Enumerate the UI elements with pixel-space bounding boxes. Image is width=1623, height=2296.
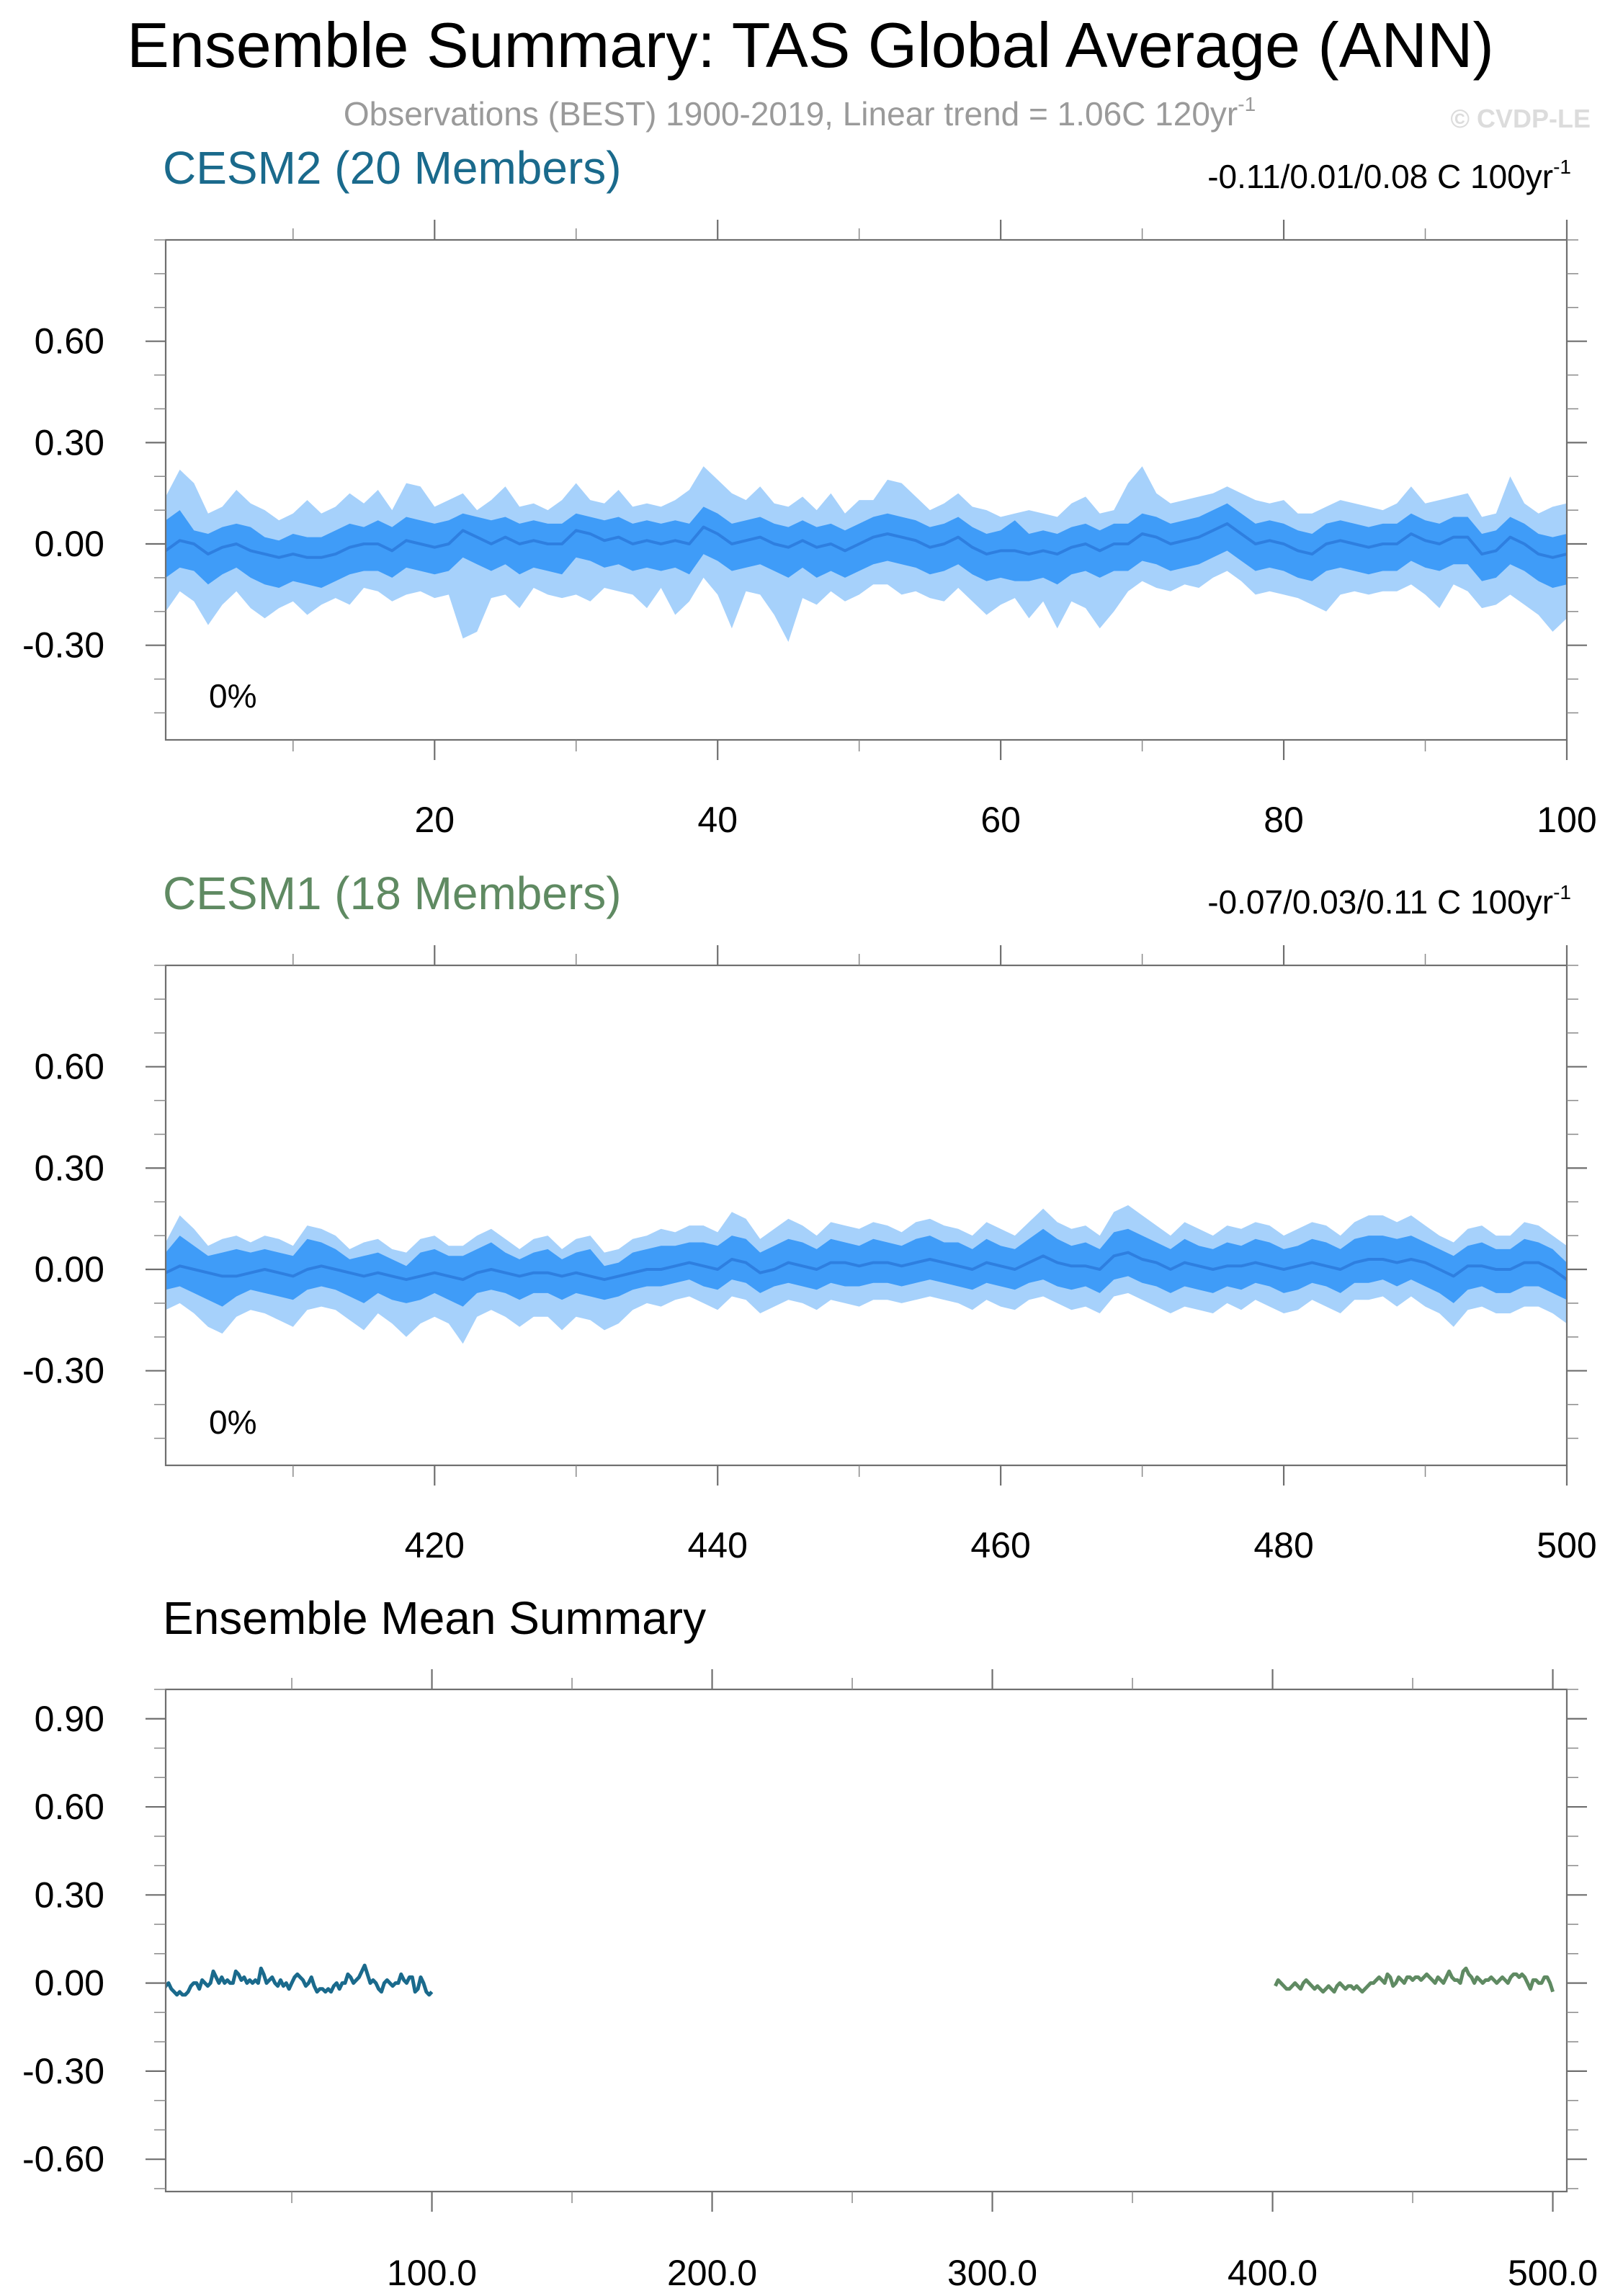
trend-label-sup: -1 <box>1553 156 1571 178</box>
x-tick-label: 20 <box>414 800 455 840</box>
watermark: © CVDP-LE <box>1450 104 1591 133</box>
percent-label: 0% <box>209 1403 256 1441</box>
figure-subtitle-sup: -1 <box>1238 93 1256 115</box>
panel-title: CESM1 (18 Members) <box>163 867 622 919</box>
plot-frame <box>164 238 1568 741</box>
plot-area <box>166 1205 1567 1344</box>
x-tick-label: 400.0 <box>1228 2253 1318 2293</box>
y-tick-label: 0.00 <box>35 524 104 564</box>
cesm1-panel: CESM1 (18 Members) -0.07/0.03/0.11 C 100y… <box>22 867 1597 1565</box>
x-tick-label: 60 <box>980 800 1021 840</box>
panel-title: CESM2 (20 Members) <box>163 142 622 194</box>
x-tick-label: 100 <box>1537 800 1596 840</box>
y-tick-label: -0.30 <box>22 2051 104 2091</box>
trend-label-text: -0.11/0.01/0.08 C 100yr <box>1207 158 1553 195</box>
figure-title: Ensemble Summary: TAS Global Average (AN… <box>127 9 1494 81</box>
figure-subtitle-text: Observations (BEST) 1900-2019, Linear tr… <box>344 95 1238 133</box>
x-tick-label: 100.0 <box>387 2253 477 2293</box>
inner-spread-band <box>166 503 1567 588</box>
y-tick-label: 0.90 <box>35 1699 104 1739</box>
figure-subtitle: Observations (BEST) 1900-2019, Linear tr… <box>344 93 1256 133</box>
trend-label: -0.07/0.03/0.11 C 100yr-1 <box>1207 881 1571 921</box>
y-tick-label: 0.00 <box>35 1963 104 2004</box>
mean-series-line-cesm2 <box>166 1963 434 1997</box>
trend-label: -0.11/0.01/0.08 C 100yr-1 <box>1207 156 1571 195</box>
cesm2-panel: CESM2 (20 Members) -0.11/0.01/0.08 C 100y… <box>22 142 1597 840</box>
y-tick-label: 0.60 <box>35 321 104 362</box>
plot-area <box>166 466 1567 642</box>
y-tick-label: 0.30 <box>35 1148 104 1188</box>
x-tick-label: 80 <box>1264 800 1304 840</box>
y-tick-label: -0.30 <box>22 625 104 666</box>
y-tick-label: 0.60 <box>35 1047 104 1087</box>
y-tick-label: 0.00 <box>35 1249 104 1290</box>
plot-frame <box>164 1688 1568 2193</box>
x-tick-label: 200.0 <box>667 2253 757 2293</box>
x-tick-label: 300.0 <box>947 2253 1037 2293</box>
plot-area <box>166 1963 1555 1997</box>
panel-title: Ensemble Mean Summary <box>163 1592 706 1644</box>
x-tick-label: 480 <box>1253 1525 1313 1565</box>
trend-label-sup: -1 <box>1553 881 1571 903</box>
ensemble-mean-line <box>166 522 1567 559</box>
y-tick-label: 0.30 <box>35 422 104 463</box>
inner-spread-band <box>166 1228 1567 1307</box>
mean-series-line-cesm1 <box>1274 1966 1555 1994</box>
x-tick-label: 440 <box>687 1525 747 1565</box>
x-tick-label: 460 <box>970 1525 1030 1565</box>
x-tick-label: 420 <box>405 1525 465 1565</box>
y-tick-label: -0.60 <box>22 2139 104 2179</box>
x-tick-label: 500.0 <box>1508 2253 1598 2293</box>
x-tick-label: 40 <box>697 800 738 840</box>
ensemble-mean-line <box>166 1251 1567 1282</box>
percent-label: 0% <box>209 677 256 715</box>
x-tick-label: 500 <box>1537 1525 1596 1565</box>
y-tick-label: 0.30 <box>35 1875 104 1915</box>
ensemble-mean-panel: Ensemble Mean Summary 100.0 200.0 300.0 400.… <box>22 1592 1598 2293</box>
trend-label-text: -0.07/0.03/0.11 C 100yr <box>1207 883 1553 921</box>
y-tick-label: -0.30 <box>22 1351 104 1391</box>
y-tick-label: 0.60 <box>35 1787 104 1827</box>
plot-frame <box>164 964 1568 1467</box>
